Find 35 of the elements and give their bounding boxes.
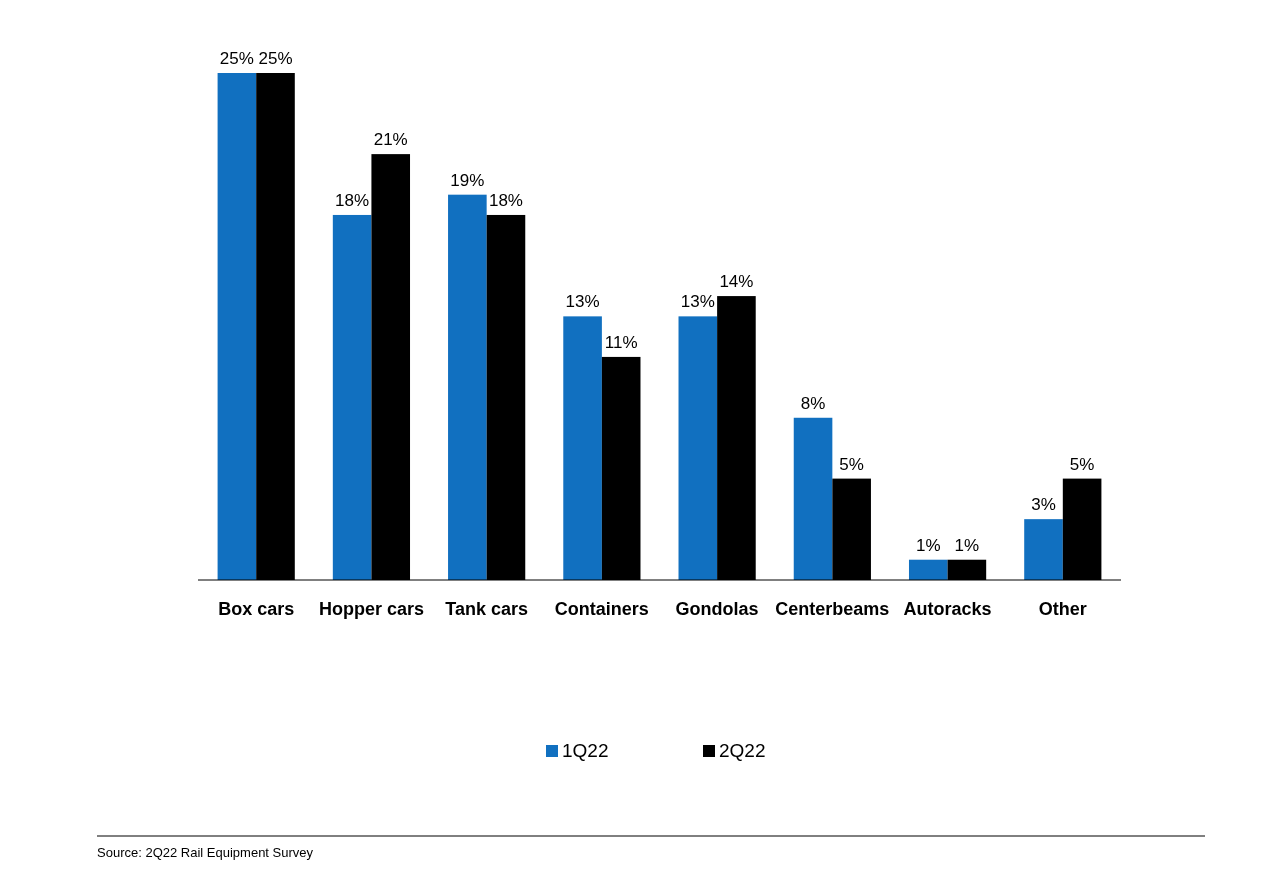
data-label: 18% — [488, 190, 523, 210]
data-label: 25% — [258, 49, 293, 68]
x-tick-label: Hopper cars — [318, 599, 424, 619]
x-tick-label: Containers — [554, 599, 649, 619]
bar — [217, 73, 257, 580]
data-label: 1% — [915, 535, 941, 555]
x-tick-label: Box cars — [218, 599, 295, 619]
x-tick-label: Gondolas — [675, 599, 759, 619]
data-label: 18% — [335, 190, 370, 210]
bar — [448, 194, 487, 580]
data-label: 5% — [1069, 454, 1095, 474]
data-label: 11% — [604, 332, 638, 352]
data-label: 5% — [839, 454, 864, 474]
x-tick-label: Centerbeams — [775, 599, 890, 619]
data-label: 14% — [719, 272, 754, 292]
bar — [563, 316, 602, 580]
bar — [332, 214, 372, 580]
legend-label: 1Q22 — [562, 740, 609, 761]
x-tick-label: Tank cars — [445, 599, 529, 619]
bar — [1024, 519, 1063, 580]
x-tick-label: Other — [1038, 599, 1087, 619]
data-label: 13% — [565, 292, 600, 312]
data-label: 8% — [800, 393, 826, 413]
bar — [793, 417, 833, 580]
x-tick-label: Autoracks — [903, 599, 992, 619]
data-label: 19% — [450, 170, 485, 190]
legend-label: 2Q22 — [719, 740, 766, 761]
source-note: Source: 2Q22 Rail Equipment Survey — [97, 845, 314, 860]
data-label: 21% — [373, 130, 408, 150]
bar — [678, 316, 718, 580]
data-label: 1% — [954, 535, 980, 555]
data-label: 3% — [1031, 495, 1056, 515]
data-label: 25% — [219, 49, 254, 68]
data-label: 13% — [680, 292, 715, 312]
bar — [908, 559, 948, 580]
